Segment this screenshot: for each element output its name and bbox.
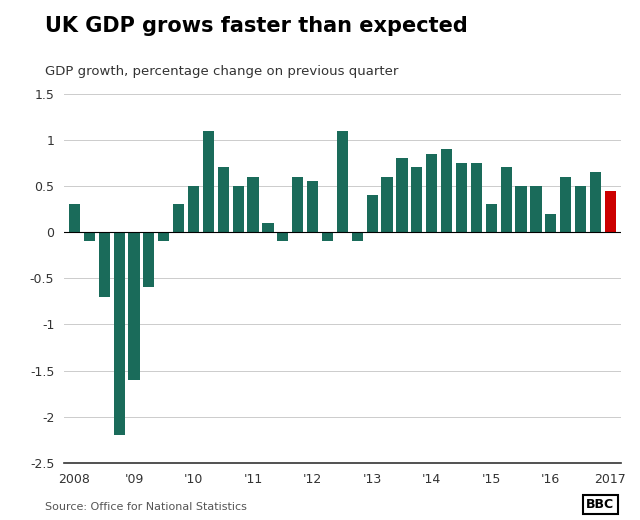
Bar [69,204,80,232]
Bar [158,232,170,241]
Bar [352,232,363,241]
Bar [486,204,497,232]
Bar [322,232,333,241]
Bar [575,186,586,232]
Bar [515,186,527,232]
Bar [605,190,616,232]
Bar [277,232,289,241]
Bar [441,149,452,232]
Bar [337,131,348,232]
Bar [218,167,229,232]
Bar [456,163,467,232]
Bar [173,204,184,232]
Bar [367,195,378,232]
Bar [188,186,199,232]
Bar [381,177,393,232]
Bar [412,167,422,232]
Bar [262,223,273,232]
Bar [590,172,601,232]
Bar [248,177,259,232]
Bar [531,186,541,232]
Bar [560,177,572,232]
Bar [545,214,556,232]
Text: GDP growth, percentage change on previous quarter: GDP growth, percentage change on previou… [45,65,398,78]
Text: BBC: BBC [586,498,614,511]
Bar [143,232,154,288]
Bar [471,163,482,232]
Bar [113,232,125,435]
Bar [500,167,512,232]
Bar [396,158,408,232]
Bar [292,177,303,232]
Bar [426,153,437,232]
Bar [84,232,95,241]
Bar [99,232,110,296]
Text: UK GDP grows faster than expected: UK GDP grows faster than expected [45,16,468,35]
Bar [129,232,140,380]
Bar [232,186,244,232]
Text: Source: Office for National Statistics: Source: Office for National Statistics [45,502,246,512]
Bar [307,181,318,232]
Bar [203,131,214,232]
